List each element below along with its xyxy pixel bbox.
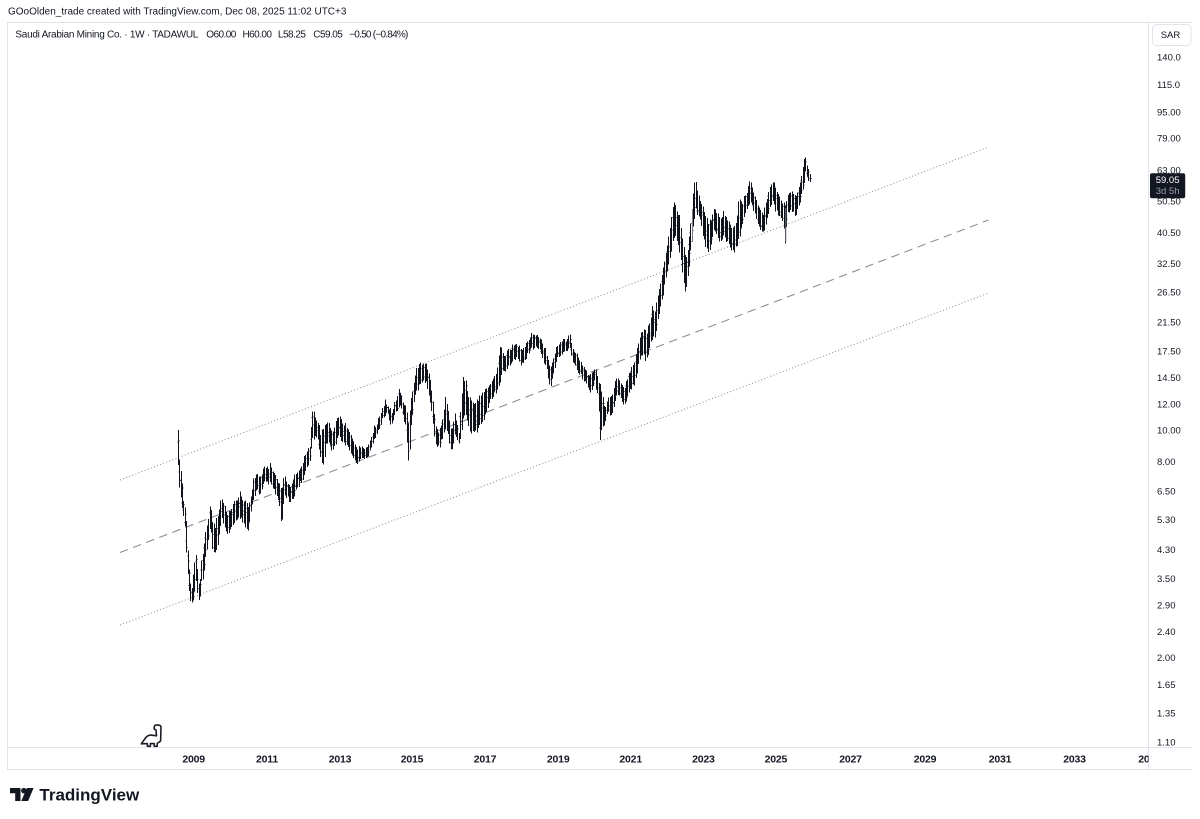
svg-text:4.30: 4.30 bbox=[1157, 545, 1176, 556]
svg-text:8.00: 8.00 bbox=[1157, 457, 1176, 468]
svg-text:2025: 2025 bbox=[765, 753, 788, 765]
svg-text:2035: 2035 bbox=[1138, 753, 1161, 765]
svg-text:2029: 2029 bbox=[914, 753, 937, 765]
svg-text:3d 5h: 3d 5h bbox=[1156, 186, 1180, 197]
svg-text:1.35: 1.35 bbox=[1157, 709, 1176, 720]
svg-text:2.90: 2.90 bbox=[1157, 601, 1176, 612]
svg-text:12.00: 12.00 bbox=[1157, 400, 1181, 411]
svg-text:−0.50 (−0.84%): −0.50 (−0.84%) bbox=[349, 29, 408, 40]
svg-text:2.40: 2.40 bbox=[1157, 627, 1176, 638]
svg-text:2009: 2009 bbox=[182, 753, 205, 765]
svg-text:2011: 2011 bbox=[256, 753, 278, 765]
svg-text:2031: 2031 bbox=[989, 753, 1012, 765]
svg-text:26.50: 26.50 bbox=[1157, 288, 1181, 299]
svg-text:59.05: 59.05 bbox=[1156, 175, 1180, 186]
svg-text:TradingView: TradingView bbox=[39, 786, 140, 805]
svg-text:40.50: 40.50 bbox=[1157, 228, 1181, 239]
svg-text:14.50: 14.50 bbox=[1157, 373, 1181, 384]
svg-text:L58.25: L58.25 bbox=[278, 29, 307, 40]
svg-text:2.00: 2.00 bbox=[1157, 653, 1176, 664]
svg-text:50.50: 50.50 bbox=[1157, 197, 1181, 208]
svg-text:O60.00: O60.00 bbox=[206, 29, 236, 40]
svg-text:2013: 2013 bbox=[329, 753, 352, 765]
svg-text:21.50: 21.50 bbox=[1157, 317, 1181, 328]
svg-text:115.0: 115.0 bbox=[1157, 80, 1180, 91]
svg-text:1.65: 1.65 bbox=[1157, 680, 1176, 691]
svg-text:2017: 2017 bbox=[474, 753, 497, 765]
svg-text:2021: 2021 bbox=[619, 753, 642, 765]
svg-text:6.50: 6.50 bbox=[1157, 486, 1176, 497]
svg-text:95.00: 95.00 bbox=[1157, 107, 1181, 118]
svg-text:SAR: SAR bbox=[1161, 30, 1181, 41]
svg-text:5.30: 5.30 bbox=[1157, 515, 1176, 526]
svg-text:Saudi Arabian Mining Co. · 1W: Saudi Arabian Mining Co. · 1W · TADAWUL bbox=[15, 29, 198, 40]
svg-text:3.50: 3.50 bbox=[1157, 574, 1176, 585]
svg-text:2023: 2023 bbox=[692, 753, 715, 765]
svg-text:32.50: 32.50 bbox=[1157, 259, 1181, 270]
svg-text:H60.00: H60.00 bbox=[243, 29, 273, 40]
svg-text:GOoOlden_trade created with Tr: GOoOlden_trade created with TradingView.… bbox=[8, 7, 347, 18]
svg-text:17.50: 17.50 bbox=[1157, 346, 1181, 357]
svg-text:2019: 2019 bbox=[547, 753, 570, 765]
svg-text:2033: 2033 bbox=[1063, 753, 1086, 765]
svg-text:2015: 2015 bbox=[401, 753, 424, 765]
svg-text:140.0: 140.0 bbox=[1157, 52, 1181, 63]
svg-text:79.00: 79.00 bbox=[1157, 133, 1181, 144]
svg-text:10.00: 10.00 bbox=[1157, 426, 1181, 437]
svg-text:1.10: 1.10 bbox=[1157, 738, 1176, 749]
svg-text:63.00: 63.00 bbox=[1157, 165, 1181, 176]
svg-text:2027: 2027 bbox=[839, 753, 862, 765]
svg-text:C59.05: C59.05 bbox=[313, 29, 343, 40]
